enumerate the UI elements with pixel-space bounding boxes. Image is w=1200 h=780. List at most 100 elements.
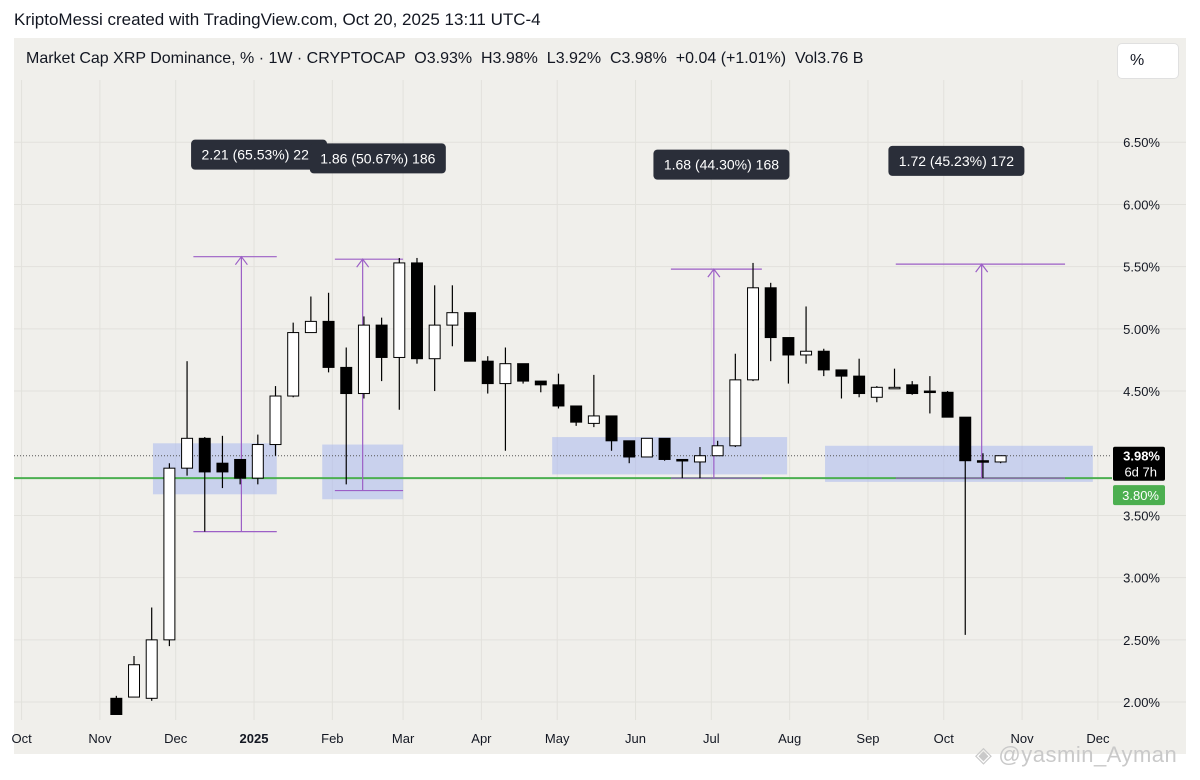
y-tick-label: 3.00% [1123,571,1160,586]
measure-arrowhead [356,258,370,268]
x-tick-label: Apr [471,731,492,746]
x-tick-label: Aug [778,731,801,746]
x-tick-label: Jun [625,731,646,746]
measure-label-box [191,139,328,170]
measure-label-box [653,149,790,180]
candle-body [304,320,317,334]
x-tick-label: Nov [1011,731,1035,746]
candle-body [870,386,883,398]
candle-body [941,391,954,418]
y-tick-label: 6.00% [1123,197,1160,212]
candle-body [110,697,123,715]
candle-body [676,458,689,462]
candle-body [234,458,247,479]
candle-body [747,287,760,381]
candle-body [994,455,1007,463]
candle-body [216,462,229,473]
candle-body [375,324,388,358]
candle-body [800,350,813,356]
x-tick-label: Oct [934,731,955,746]
candle-body [393,262,406,358]
chart-credit: KriptoMessi created with TradingView.com… [14,10,541,29]
candle-body [552,384,565,407]
candle-body [888,386,901,390]
x-tick-label: Dec [164,731,188,746]
measure-label: 1.68 (44.30%) 168 [664,157,779,173]
measure-arrowhead [975,263,989,273]
candle-body [640,437,653,458]
y-tick-label: 2.00% [1123,695,1160,710]
y-tick-label: 6.50% [1123,135,1160,150]
y-tick-label: 5.00% [1123,322,1160,337]
candle-body [587,415,600,424]
candle-body [322,320,335,368]
candle-body [181,437,194,469]
measure-arrowhead [707,268,721,278]
demand-zone [825,445,1093,482]
candle-body [357,324,370,395]
x-tick-label: Nov [88,731,112,746]
candle-body [517,363,530,382]
candle-body [464,312,477,362]
candle-body [570,405,583,423]
candle-body [269,395,282,446]
measure-label: 2.21 (65.53%) 221 [201,147,316,163]
candle-body [782,337,795,356]
watermark-text: @yasmin_Ayman [998,742,1178,767]
y-tick-label: 2.50% [1123,633,1160,648]
x-tick-label: Sep [856,731,879,746]
price-scale-unit-button[interactable]: % [1118,44,1178,78]
symbol-legend: Market Cap XRP Dominance, % · 1W · CRYPT… [26,50,864,67]
bar-countdown-label: 6d 7h [1124,465,1157,480]
candle-body [976,460,989,463]
support-price-label: 3.80% [1122,488,1159,503]
measure-label: 1.86 (50.67%) 186 [320,150,435,166]
measure-arrowhead [234,255,248,266]
candle-body [287,332,300,397]
candle-body [711,445,724,457]
measure-label-box [888,145,1025,176]
candle-body [163,467,176,641]
candle-body [835,369,848,377]
candle-body [623,440,636,458]
candle-body [428,324,441,360]
measure-label: 1.72 (45.23%) 172 [899,153,1014,169]
candle-body [764,287,777,339]
candle-body [817,350,830,371]
x-tick-label: Feb [321,731,343,746]
candle-body [534,380,547,386]
last-price-label: 3.98% [1123,449,1160,464]
candle-body [605,415,618,442]
candle-body [145,639,158,699]
diamond-icon: ◈ [975,742,993,767]
last-price-badge [1113,446,1165,481]
candle-body [251,444,264,479]
x-tick-label: Dec [1086,731,1110,746]
candle-body [658,437,671,460]
support-price-badge [1113,485,1165,506]
candle-body [128,664,140,698]
x-tick-label: Mar [392,731,415,746]
x-tick-label: May [545,731,570,746]
watermark: ◈ @yasmin_Ayman [975,742,1177,768]
x-tick-label: Oct [11,731,32,746]
candle-body [481,360,494,385]
y-tick-label: 4.50% [1123,384,1160,399]
y-tick-label: 5.50% [1123,260,1160,275]
candle-body [411,262,423,360]
candle-body [923,390,936,394]
x-tick-label: Jul [703,731,720,746]
candle-body [853,375,866,395]
candle-body [340,366,353,395]
candle-body [906,384,919,395]
measure-label-box [309,143,446,174]
candle-body [729,379,742,447]
candle-body [959,416,972,462]
candle-body [446,312,459,326]
candle-body [198,437,211,473]
candle-body [693,455,706,463]
candle-body [499,363,512,385]
x-tick-label: 2025 [240,731,269,746]
y-tick-label: 3.50% [1123,508,1160,523]
